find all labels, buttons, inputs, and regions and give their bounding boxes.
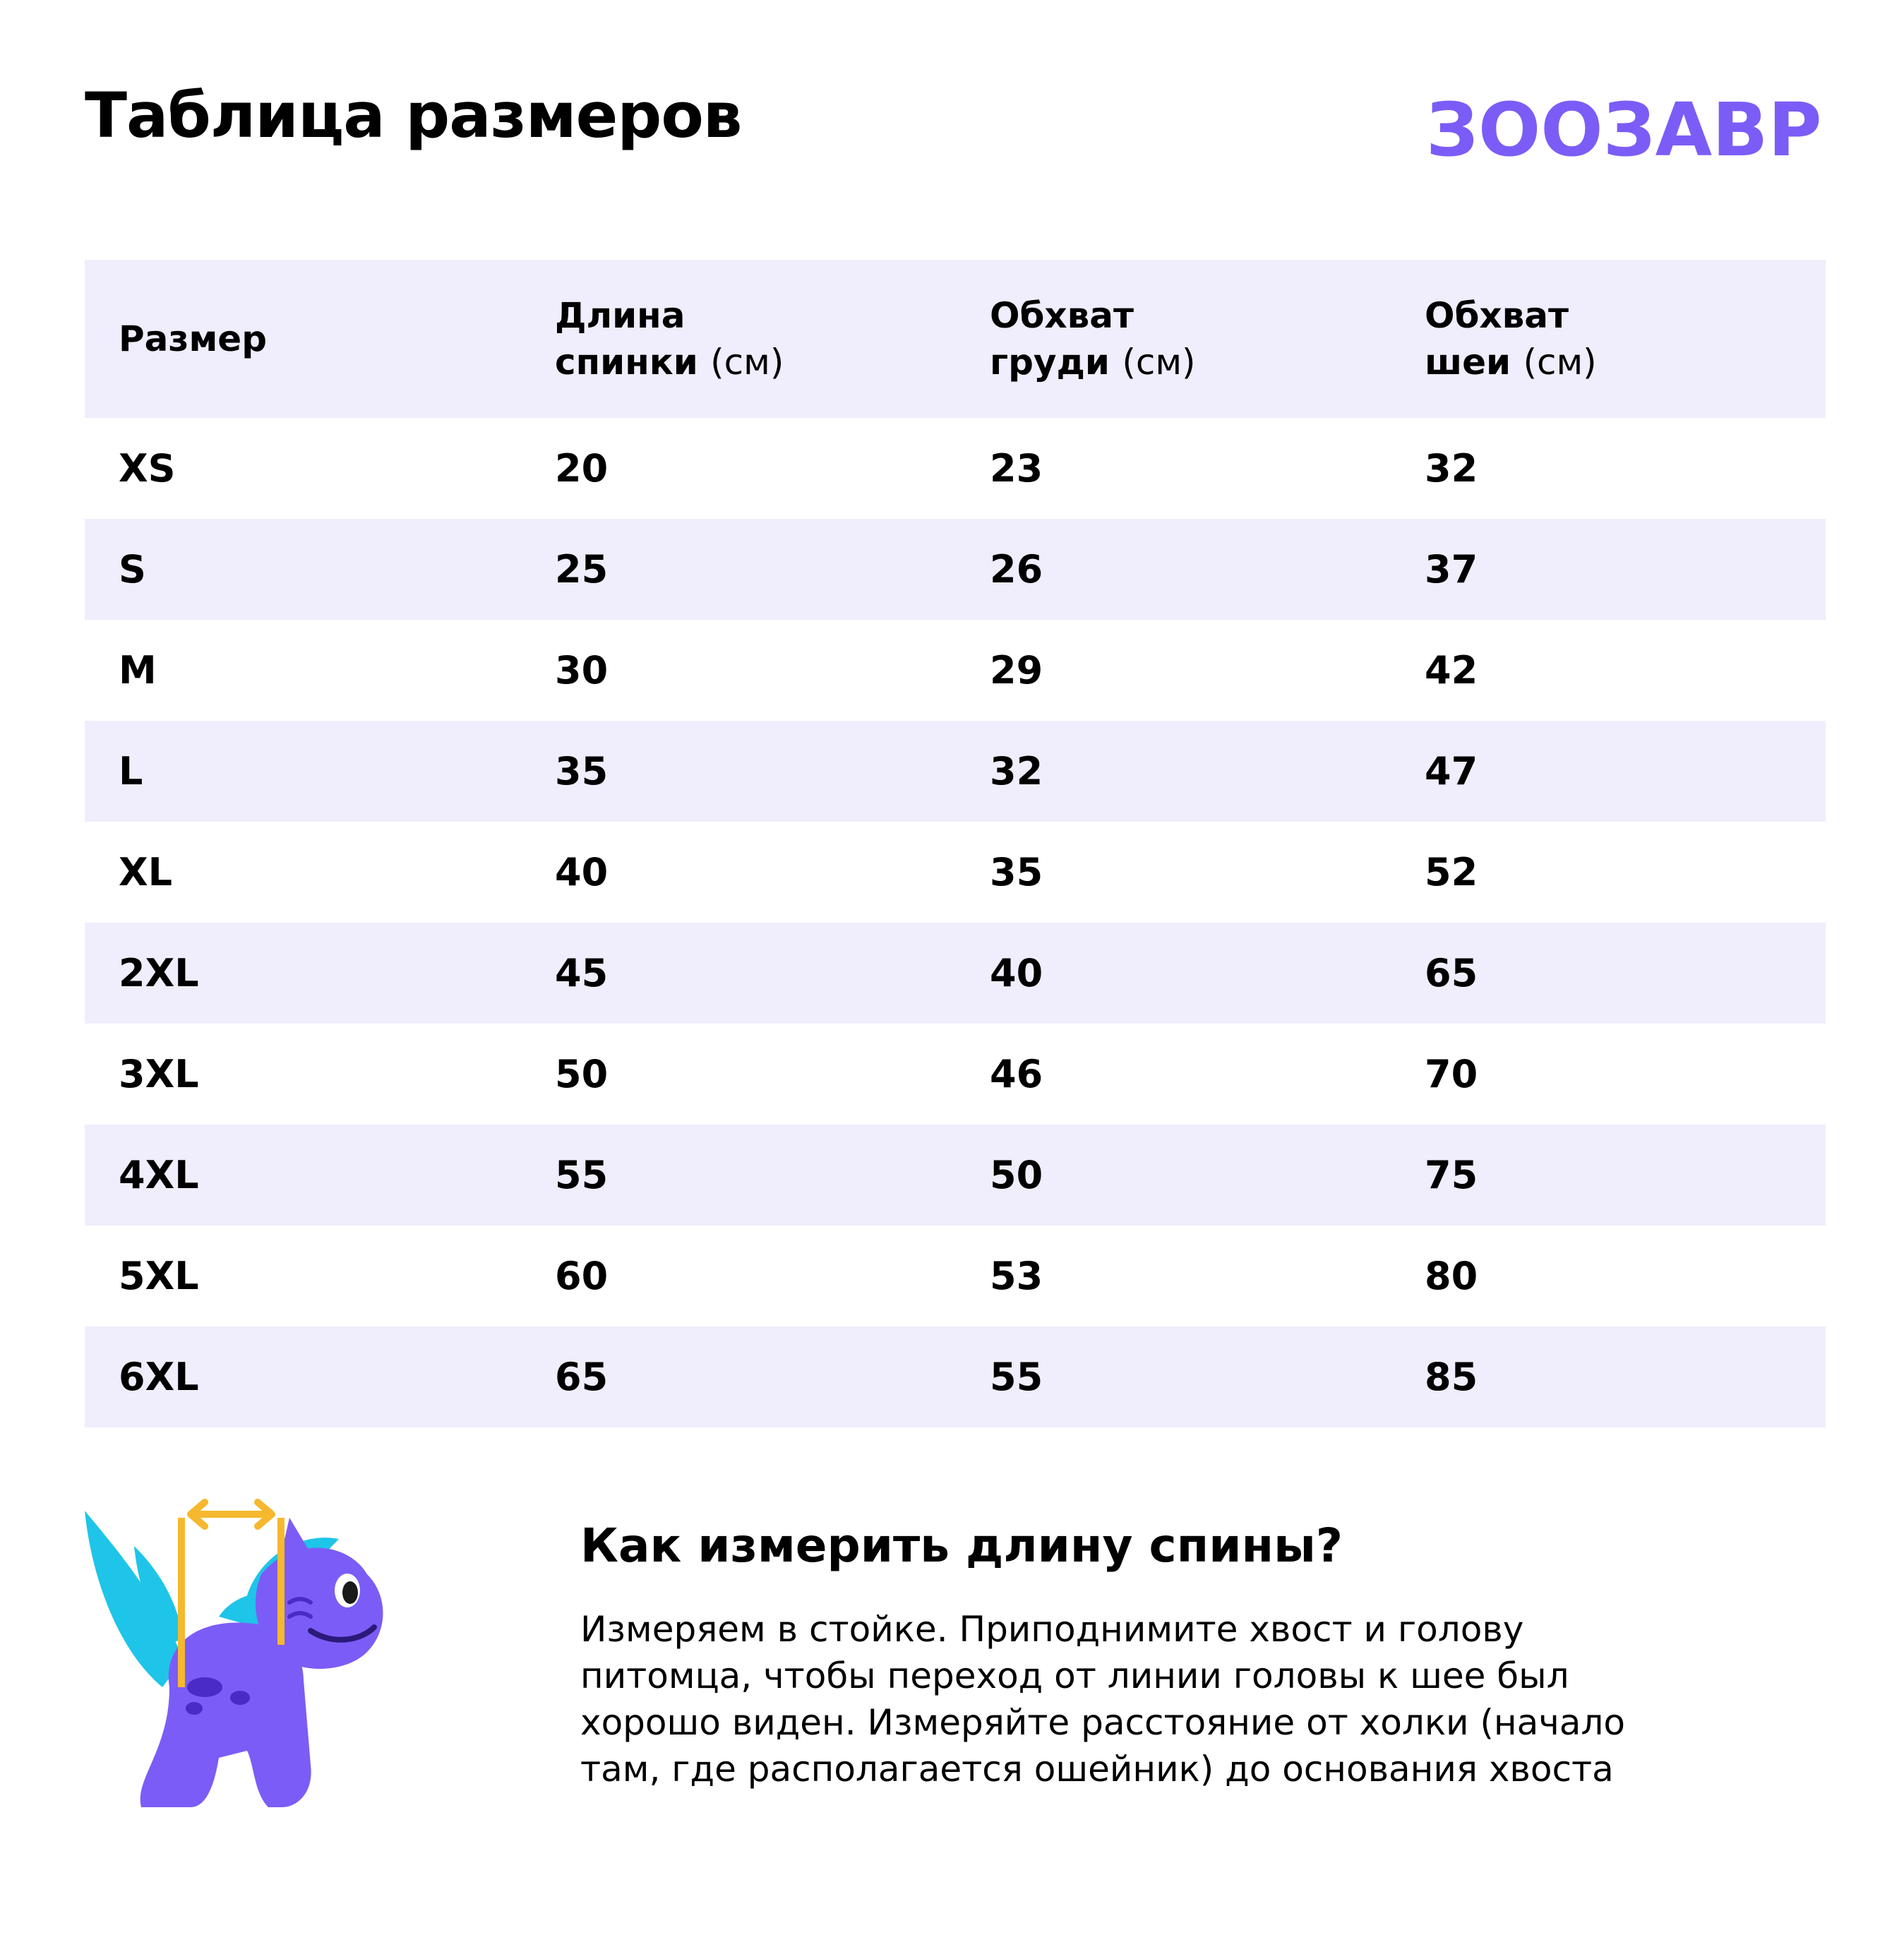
value-cell: 40: [555, 850, 609, 894]
howto-title: Как измерить длину спины?: [580, 1518, 1343, 1573]
brand-logo-text: ЗООЗАВР: [1426, 87, 1822, 173]
value-cell: 80: [1425, 1254, 1478, 1298]
table-row: XL 40 35 52: [85, 822, 1826, 923]
value-cell: 60: [555, 1254, 609, 1298]
size-cell: S: [119, 547, 146, 592]
dino-smile: [308, 1624, 377, 1643]
table-row: XS 20 23 32: [85, 418, 1826, 519]
table-row: 4XL 55 50 75: [85, 1125, 1826, 1226]
value-cell: 53: [990, 1254, 1043, 1298]
value-cell: 20: [555, 446, 609, 491]
table-row: 5XL 60 53 80: [85, 1226, 1826, 1326]
howto-text: Измеряем в стойке. Приподнимите хвост и …: [580, 1609, 1625, 1790]
size-cell: 6XL: [119, 1355, 199, 1399]
body-spot: [186, 1702, 203, 1715]
value-cell: 47: [1425, 749, 1478, 793]
value-cell: 50: [990, 1153, 1043, 1197]
value-cell: 25: [555, 547, 609, 592]
size-cell: 4XL: [119, 1153, 199, 1197]
brand-logo: ЗООЗАВР: [1426, 87, 1822, 173]
table-row: S 25 26 37: [85, 519, 1826, 620]
size-cell: 3XL: [119, 1052, 199, 1096]
size-cell: 5XL: [119, 1254, 199, 1298]
column-header-chest-girth: Обхват груди (см): [990, 295, 1196, 383]
value-cell: 40: [990, 951, 1043, 995]
value-cell: 29: [990, 648, 1043, 693]
value-cell: 32: [1425, 446, 1478, 491]
column-header-size: Размер: [119, 318, 268, 359]
value-cell: 85: [1425, 1355, 1478, 1399]
value-cell: 45: [555, 951, 609, 995]
table-row: M 30 29 42: [85, 620, 1826, 721]
page-title: Таблица размеров: [85, 79, 742, 152]
value-cell: 32: [990, 749, 1043, 793]
body-spot: [187, 1677, 222, 1697]
value-cell: 52: [1425, 850, 1478, 894]
size-table: Размер Длина спинки (см) Обхват груди (с…: [85, 260, 1826, 1427]
size-cell: M: [119, 648, 157, 693]
table-header-row: Размер Длина спинки (см) Обхват груди (с…: [85, 260, 1826, 418]
value-cell: 70: [1425, 1052, 1478, 1096]
tail-spike-icon: [134, 1546, 184, 1645]
arrow-left-icon: [187, 1499, 208, 1530]
value-cell: 50: [555, 1052, 609, 1096]
dino-ear: [279, 1518, 311, 1564]
value-cell: 65: [555, 1355, 609, 1399]
cheek-marks: [287, 1597, 313, 1619]
pupil: [342, 1581, 358, 1604]
table-body: XS 20 23 32 S 25 26 37 M 30 29 42 L 35 32 47 XL 40 35 52 2XL…: [85, 418, 1826, 1427]
dino-head: [255, 1547, 383, 1669]
value-cell: 55: [555, 1153, 609, 1197]
value-cell: 23: [990, 446, 1043, 491]
value-cell: 42: [1425, 648, 1478, 693]
column-header-back-length: Длина спинки (см): [555, 295, 784, 383]
column-header-neck-girth: Обхват шеи (см): [1425, 295, 1597, 383]
value-cell: 55: [990, 1355, 1043, 1399]
tail-spike-icon: [85, 1511, 184, 1687]
size-cell: XS: [119, 446, 176, 491]
dino-measure-illustration: [85, 1499, 383, 1807]
value-cell: 37: [1425, 547, 1478, 592]
value-cell: 26: [990, 547, 1043, 592]
table-row: 6XL 65 55 85: [85, 1326, 1826, 1427]
table-row: 3XL 50 46 70: [85, 1024, 1826, 1125]
table-row: L 35 32 47: [85, 721, 1826, 822]
size-cell: XL: [119, 850, 173, 894]
value-cell: 30: [555, 648, 609, 693]
value-cell: 35: [555, 749, 609, 793]
arrow-right-icon: [254, 1499, 275, 1530]
value-cell: 65: [1425, 951, 1478, 995]
value-cell: 35: [990, 850, 1043, 894]
value-cell: 75: [1425, 1153, 1478, 1197]
body-spot: [230, 1691, 250, 1705]
table-row: 2XL 45 40 65: [85, 923, 1826, 1024]
value-cell: 46: [990, 1052, 1043, 1096]
size-cell: L: [119, 749, 143, 793]
size-cell: 2XL: [119, 951, 199, 995]
